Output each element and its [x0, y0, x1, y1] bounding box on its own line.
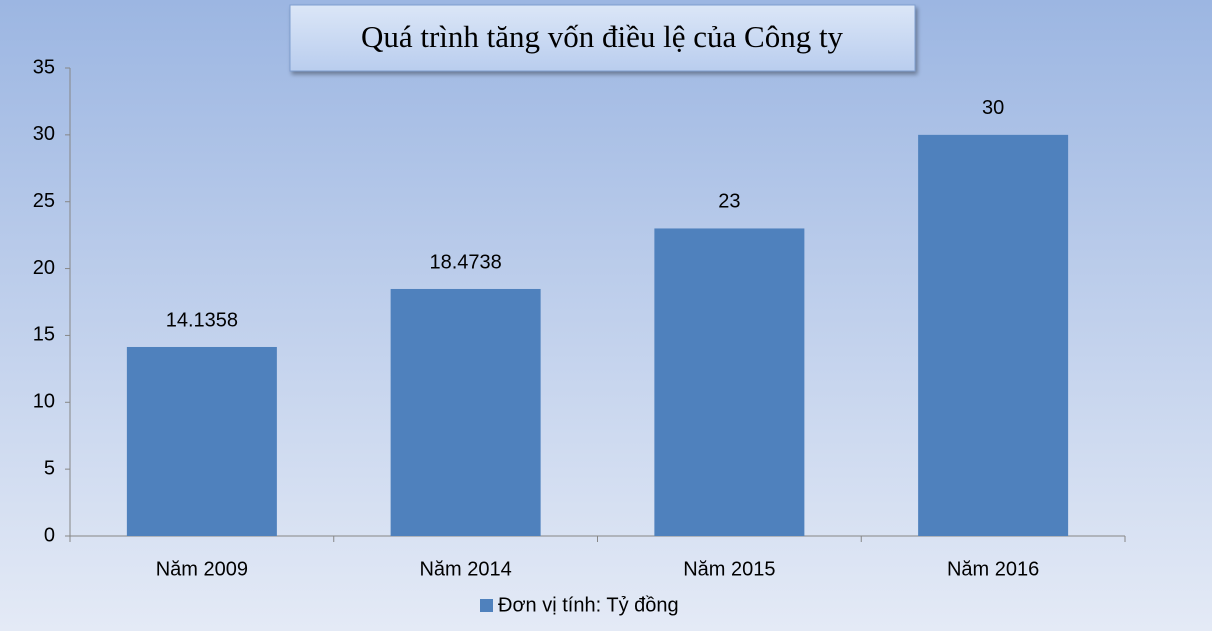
y-tick-label: 30: [33, 123, 55, 145]
data-label: 23: [718, 191, 740, 213]
data-label: 14.1358: [166, 309, 238, 331]
x-tick-label: Năm 2014: [419, 558, 511, 580]
x-tick-label: Năm 2016: [947, 558, 1039, 580]
bar: [918, 134, 1069, 536]
bar: [390, 288, 541, 536]
x-tick-label: Năm 2015: [683, 558, 775, 580]
data-label: 30: [982, 97, 1004, 119]
bar: [654, 228, 805, 536]
y-tick-label: 35: [33, 56, 55, 78]
legend-swatch: [480, 599, 493, 612]
chart-title: Quá trình tăng vốn điều lệ của Công ty: [361, 19, 844, 54]
y-tick-label: 0: [44, 524, 55, 546]
title-box: [289, 4, 916, 72]
y-tick-label: 25: [33, 190, 55, 212]
y-tick-label: 20: [33, 257, 55, 279]
legend-label: Đơn vị tính: Tỷ đồng: [498, 594, 679, 616]
data-label: 18.4738: [429, 251, 501, 273]
bar: [126, 346, 277, 536]
y-tick-label: 15: [33, 324, 55, 346]
y-tick-label: 5: [44, 457, 55, 479]
x-tick-label: Năm 2009: [156, 558, 248, 580]
y-tick-label: 10: [33, 391, 55, 413]
